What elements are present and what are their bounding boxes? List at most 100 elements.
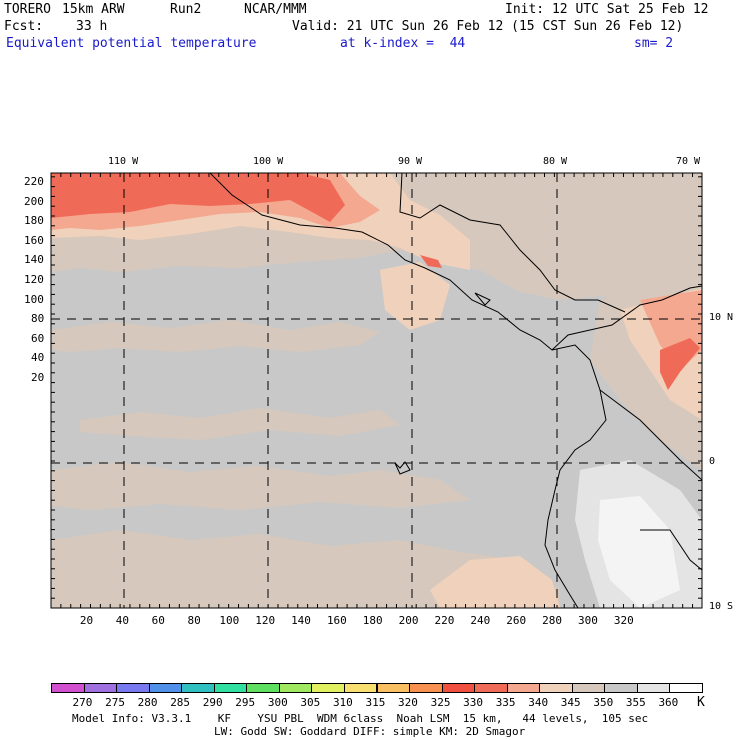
y-tick-label: 40 xyxy=(31,351,45,365)
model-name: TORERO xyxy=(4,2,51,17)
colorbar-swatch xyxy=(343,683,378,693)
x-tick-label: 60 xyxy=(151,614,165,627)
colorbar-swatch xyxy=(539,683,573,693)
x-tick-label: 260 xyxy=(506,614,527,627)
x-tick-label: 20 xyxy=(79,614,94,627)
y-tick-label: 100 xyxy=(24,292,44,306)
graticule xyxy=(51,173,702,608)
longitude-label: 80 W xyxy=(543,156,568,167)
x-tick-label: 120 xyxy=(255,614,276,627)
x-tick-label: 220 xyxy=(434,614,455,627)
y-tick-label: 60 xyxy=(31,331,45,345)
x-tick-label: 140 xyxy=(291,614,311,627)
x-tick-label: 300 xyxy=(578,614,598,627)
field-patch-360-sa xyxy=(598,496,680,608)
coastlines xyxy=(209,173,702,608)
valid-time: Valid: 21 UTC Sun 26 Feb 12 (15 CST Sun … xyxy=(292,19,684,34)
colorbar-unit: K xyxy=(697,695,705,710)
colorbar-label: 330 xyxy=(463,696,484,709)
colorbar-label: 270 xyxy=(72,696,93,709)
lake-nicaragua xyxy=(474,292,491,306)
latitude-label: 10 N xyxy=(709,312,734,323)
colorbar-swatch xyxy=(409,683,443,693)
colorbar-label: 295 xyxy=(235,696,256,709)
colorbar-swatch xyxy=(376,683,411,693)
longitude-label: 70 W xyxy=(676,156,701,167)
colorbar-swatch xyxy=(213,683,248,693)
longitude-label: 110 W xyxy=(108,156,139,167)
field-patch-345-b xyxy=(80,408,400,440)
y-tick-label: 80 xyxy=(31,312,45,326)
x-tick-label: 320 xyxy=(613,614,634,627)
colorbar-label: 320 xyxy=(398,696,418,709)
theta-e-field xyxy=(51,173,702,608)
y-tick-label: 160 xyxy=(24,233,44,247)
coastline-caribbean xyxy=(399,173,626,313)
latitude-label: 0 xyxy=(709,456,716,467)
colorbar-swatch xyxy=(148,683,183,693)
field-name: Equivalent potential temperature xyxy=(6,36,257,51)
colorbar-label: 305 xyxy=(300,696,321,709)
y-tick-label: 220 xyxy=(24,175,44,188)
colorbar-swatch xyxy=(636,683,671,693)
y-tick-label: 120 xyxy=(24,273,44,286)
forecast-label: Fcst: xyxy=(4,19,44,34)
colorbar-label: 350 xyxy=(593,696,614,709)
latitude-label: 10 S xyxy=(709,601,734,612)
border-sa-south xyxy=(640,529,702,571)
galapagos-islands xyxy=(394,461,411,475)
field-patch-330-ca xyxy=(420,255,442,268)
x-tick-label: 200 xyxy=(398,614,419,627)
y-tick-label: 140 xyxy=(24,253,44,267)
colorbar-swatch xyxy=(181,683,215,693)
physics-info: LW: Godd SW: Goddard DIFF: simple KM: 2D… xyxy=(214,725,526,738)
x-tick-label: 100 xyxy=(219,614,240,627)
coastline-pacific-ca xyxy=(209,173,702,351)
colorbar-swatch xyxy=(604,683,638,693)
colorbar-label: 315 xyxy=(365,696,386,709)
colorbar-swatch xyxy=(506,683,541,693)
colorbar-swatch xyxy=(669,683,703,693)
coastline-sa-west xyxy=(544,344,607,608)
x-tick-label: 280 xyxy=(542,614,563,627)
colorbar-label: 275 xyxy=(105,696,125,709)
x-tick-label: 160 xyxy=(326,614,347,627)
border-sa-north xyxy=(599,389,702,481)
model-resolution: 15km ARW xyxy=(62,2,125,17)
y-tick-label: 20 xyxy=(31,371,45,384)
colorbar-label: 290 xyxy=(202,696,223,709)
field-patch-340-south xyxy=(430,556,560,608)
x-tick-label: 180 xyxy=(362,614,383,627)
colorbar-label: 325 xyxy=(430,696,451,709)
field-patch-345-a xyxy=(51,320,380,352)
colorbar-label: 345 xyxy=(560,696,581,709)
colorbar-swatch xyxy=(311,683,345,693)
longitude-label: 90 W xyxy=(398,156,423,167)
colorbar-label: 355 xyxy=(625,696,646,709)
field-patch-330-east xyxy=(660,338,700,390)
field-patch-340-ca xyxy=(380,262,450,330)
organization: NCAR/MMM xyxy=(244,2,307,17)
colorbar-label: 360 xyxy=(658,696,679,709)
level-info: at k-index = 44 xyxy=(340,36,466,51)
model-info: Model Info: V3.3.1 KF YSU PBL WDM 6class… xyxy=(72,712,649,725)
colorbar-swatch xyxy=(246,683,280,693)
colorbar-label: 280 xyxy=(137,696,158,709)
x-tick-label: 80 xyxy=(187,614,201,627)
colorbar-label: 335 xyxy=(495,696,516,709)
x-tick-label: 40 xyxy=(115,614,129,627)
colorbar-label: 285 xyxy=(170,696,191,709)
colorbar-label: 300 xyxy=(267,696,288,709)
colorbar-swatch xyxy=(83,683,118,693)
y-tick-label: 180 xyxy=(24,214,44,228)
colorbar-swatch xyxy=(116,683,150,693)
longitude-label: 100 W xyxy=(253,156,284,167)
smoothing-info: sm= 2 xyxy=(634,36,674,51)
colorbar-swatch xyxy=(441,683,476,693)
colorbar-swatch xyxy=(51,683,85,693)
colorbar-label: 340 xyxy=(528,696,549,709)
y-tick-label: 200 xyxy=(24,194,44,208)
colorbar-swatch xyxy=(278,683,313,693)
init-time: Init: 12 UTC Sat 25 Feb 12 xyxy=(505,2,709,17)
